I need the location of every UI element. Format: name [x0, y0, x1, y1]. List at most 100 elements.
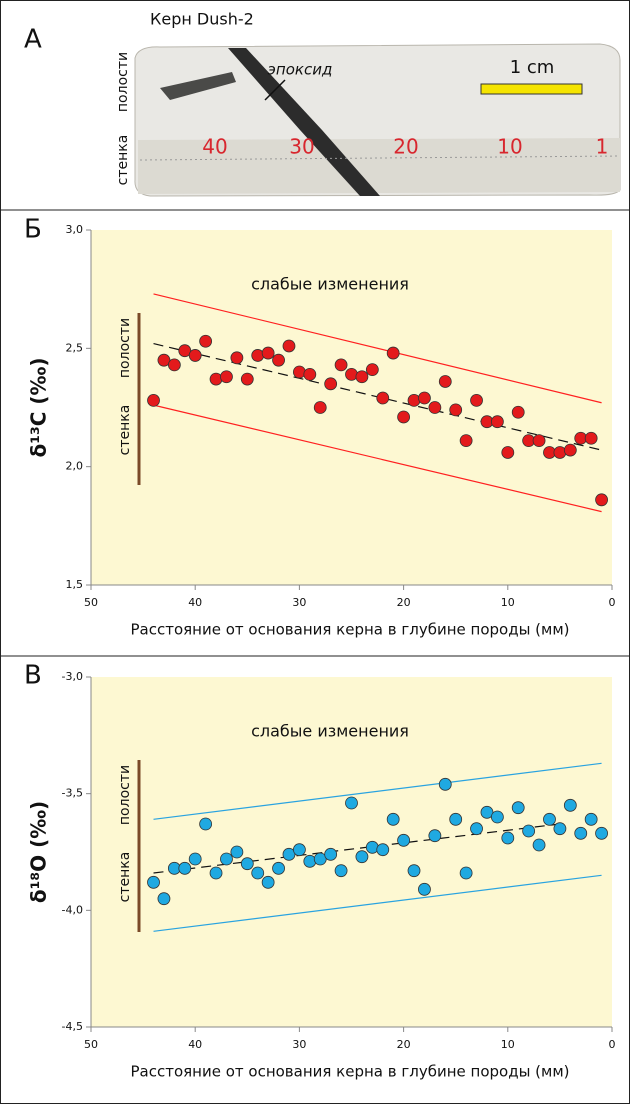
trend-line	[153, 874, 602, 932]
x-tick-label: 20	[397, 596, 411, 609]
ruler-number: 20	[393, 135, 418, 159]
point	[272, 861, 285, 875]
point	[147, 393, 160, 407]
point	[313, 852, 327, 866]
point	[355, 370, 369, 384]
wall-label: стенка	[117, 852, 133, 903]
core-photo	[134, 43, 621, 197]
point	[574, 826, 588, 840]
ruler-number: 40	[202, 135, 227, 159]
x-axis-label: Расстояние от основания керна в глубине …	[130, 1063, 569, 1081]
x-tick-label: 10	[501, 596, 515, 609]
ruler: 40 30 20 10 1	[202, 135, 608, 159]
ruler-number: 30	[289, 135, 314, 159]
x-tick-label: 30	[292, 596, 306, 609]
point	[251, 866, 265, 880]
point	[251, 349, 265, 362]
point	[220, 852, 233, 866]
x-tick-label: 40	[188, 596, 202, 609]
point	[584, 431, 598, 445]
y-tick-label: -4,5	[62, 1020, 83, 1033]
point	[511, 405, 525, 419]
y-tick-label: 2,5	[66, 341, 84, 354]
point	[428, 829, 442, 843]
point	[376, 843, 390, 857]
point	[553, 822, 567, 836]
ruler-number: 10	[497, 135, 522, 159]
point	[272, 353, 285, 367]
point	[188, 349, 202, 362]
y-tick-label: 3,0	[66, 223, 84, 236]
point	[480, 805, 494, 819]
point	[303, 367, 317, 381]
point	[157, 892, 171, 906]
point	[397, 410, 411, 424]
point	[365, 840, 379, 854]
trend-line	[153, 823, 560, 874]
x-tick-label: 0	[609, 596, 616, 609]
point	[532, 838, 546, 852]
point	[595, 493, 608, 507]
point	[261, 875, 275, 889]
epoxy-label: эпоксид	[268, 61, 333, 79]
trend-line	[153, 404, 602, 513]
x-axis-label: Расстояние от основания керна в глубине …	[130, 621, 569, 639]
point	[490, 415, 504, 429]
point	[355, 850, 369, 864]
point	[563, 443, 577, 457]
photo-title: Керн Dush-2	[150, 10, 254, 29]
point	[282, 847, 296, 861]
x-tick-label: 50	[84, 1038, 98, 1051]
x-tick-label: 50	[84, 596, 98, 609]
point	[407, 393, 421, 407]
point	[449, 403, 463, 417]
point	[532, 434, 546, 448]
point	[563, 798, 577, 812]
point	[584, 812, 598, 826]
ruler-number: 1	[596, 135, 609, 159]
point	[240, 857, 254, 871]
point	[449, 812, 463, 826]
annotation: слабые изменения	[251, 722, 409, 741]
point	[397, 833, 411, 847]
point	[230, 845, 244, 859]
plot-area	[91, 677, 612, 1027]
point	[199, 334, 213, 348]
point	[167, 358, 181, 372]
x-tick-label: 10	[501, 1038, 515, 1051]
point	[334, 358, 348, 372]
point	[292, 365, 306, 379]
point	[345, 367, 358, 381]
point	[418, 882, 431, 896]
x-tick-label: 40	[188, 1038, 202, 1051]
point	[470, 393, 483, 407]
point	[365, 363, 379, 377]
point	[209, 372, 223, 386]
point	[199, 817, 213, 831]
point	[157, 353, 171, 367]
point	[240, 372, 254, 386]
point	[438, 777, 452, 791]
panel-label: А	[24, 25, 42, 55]
x-tick-label: 0	[609, 1038, 616, 1051]
point	[324, 377, 338, 391]
point	[178, 861, 192, 875]
wall-label: полости	[115, 52, 131, 112]
point	[303, 854, 317, 868]
point	[407, 864, 421, 878]
y-tick-label: 1,5	[66, 578, 84, 591]
plot-area	[91, 230, 612, 585]
point	[282, 339, 296, 353]
point	[188, 852, 202, 866]
point	[209, 866, 223, 880]
point	[292, 843, 306, 857]
point	[490, 810, 504, 824]
y-tick-label: -3,5	[62, 787, 83, 800]
point	[220, 370, 233, 384]
y-tick-label: -4,0	[62, 903, 83, 916]
x-tick-label: 20	[397, 1038, 411, 1051]
wall-label: полости	[117, 765, 133, 825]
point	[178, 344, 192, 358]
point	[438, 375, 452, 388]
